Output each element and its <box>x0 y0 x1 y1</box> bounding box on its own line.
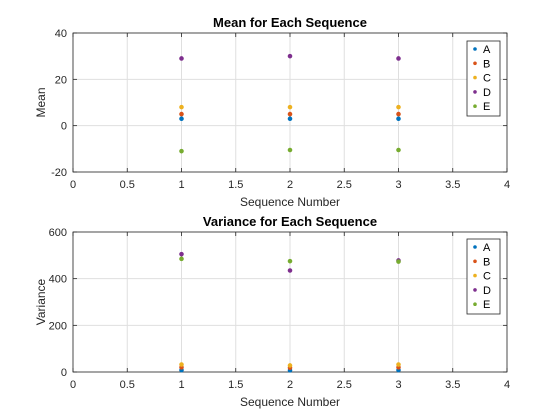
x-tick-label: 1.5 <box>228 379 243 391</box>
legend-marker-b <box>473 61 477 66</box>
y-axis-label: Mean <box>34 87 48 117</box>
y-tick-label: 200 <box>49 320 67 332</box>
x-tick-label: 0.5 <box>120 379 135 391</box>
legend-marker-e <box>473 104 477 108</box>
data-point-c <box>287 104 293 110</box>
legend-label-e: E <box>483 101 490 113</box>
data-point-c <box>179 362 184 367</box>
y-axis-label: Variance <box>34 278 48 325</box>
data-point-d <box>287 268 293 273</box>
chart-title: Mean for Each Sequence <box>213 15 367 30</box>
legend-label-c: C <box>483 271 491 283</box>
x-tick-label: 4 <box>504 379 510 391</box>
x-axis-label: Sequence Number <box>240 395 340 409</box>
x-tick-label: 0 <box>70 179 76 191</box>
data-point-b <box>396 111 401 117</box>
data-point-b <box>287 111 293 117</box>
x-tick-label: 0.5 <box>120 179 135 191</box>
legend-label-d: D <box>483 87 491 99</box>
x-tick-label: 3.5 <box>445 179 460 191</box>
y-tick-label: 40 <box>55 28 67 40</box>
data-point-d <box>179 56 184 61</box>
data-point-e <box>179 148 184 154</box>
data-point-c <box>287 363 293 368</box>
legend-marker-d <box>473 90 477 94</box>
chart-2: 0 0.5 1 1.5 2 2.5 3 3.5 4 0 200 400 600 Variance for … <box>34 214 510 409</box>
data-point-c <box>396 104 401 110</box>
x-tick-label: 1 <box>178 379 184 391</box>
legend-marker-d <box>473 288 477 292</box>
y-tick-label: 600 <box>49 227 67 239</box>
y-tick-label: 400 <box>49 274 67 286</box>
legend-label-a: A <box>483 44 491 56</box>
data-point-d <box>396 56 401 61</box>
x-tick-label: 2.5 <box>337 379 352 391</box>
data-point-a <box>179 116 184 122</box>
legend-marker-a <box>473 245 477 249</box>
x-axis-label: Sequence Number <box>240 195 340 209</box>
data-point-a <box>396 116 401 122</box>
data-point-e <box>179 256 184 262</box>
data-point-c <box>179 104 184 110</box>
data-point-d <box>179 251 184 257</box>
data-point-e <box>396 147 401 153</box>
x-tick-label: 4 <box>504 179 510 191</box>
legend-box <box>466 238 501 315</box>
legend-marker-c <box>473 75 477 80</box>
x-tick-label: 1.5 <box>228 179 243 191</box>
x-tick-label: 2.5 <box>337 179 352 191</box>
legend-label-e: E <box>483 299 490 311</box>
legend-box <box>466 40 501 117</box>
x-tick-label: 2 <box>287 179 293 191</box>
data-point-c <box>396 362 401 367</box>
data-point-e <box>287 258 293 264</box>
legend-label-a: A <box>483 242 491 254</box>
data-point-e <box>287 147 293 153</box>
y-tick-label: 0 <box>61 121 67 133</box>
x-tick-label: 3 <box>395 379 401 391</box>
data-point-b <box>179 111 184 117</box>
y-tick-label: 20 <box>55 74 67 86</box>
y-tick-label: -20 <box>51 167 67 179</box>
legend-marker-b <box>473 259 477 264</box>
data-point-e <box>396 259 401 264</box>
legend-label-c: C <box>483 73 491 85</box>
chart-title: Variance for Each Sequence <box>203 214 377 229</box>
legend-label-d: D <box>483 285 491 297</box>
legend-label-b: B <box>483 256 490 268</box>
legend-marker-a <box>473 47 477 51</box>
x-tick-label: 2 <box>287 379 293 391</box>
x-tick-label: 1 <box>178 179 184 191</box>
data-point-a <box>287 116 293 122</box>
legend-label-b: B <box>483 58 490 70</box>
legend-marker-c <box>473 273 477 278</box>
legend-marker-e <box>473 302 477 307</box>
x-tick-label: 0 <box>70 379 76 391</box>
x-tick-label: 3 <box>395 179 401 191</box>
x-tick-label: 3.5 <box>445 379 460 391</box>
data-point-d <box>287 53 293 59</box>
y-tick-label: 0 <box>61 367 67 379</box>
